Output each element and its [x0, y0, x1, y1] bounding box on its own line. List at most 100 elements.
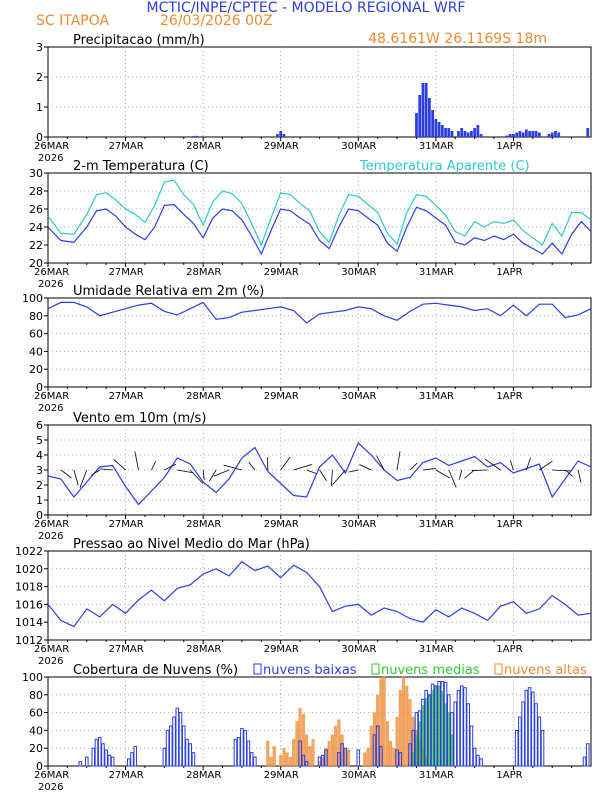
cloud-bar-nuvens-baixas	[372, 734, 377, 767]
precip-bar	[547, 134, 551, 137]
x-tick-label: 29MAR	[264, 391, 299, 402]
cloud-bar-nuvens-altas	[330, 734, 334, 767]
cloud-bar-nuvens-baixas	[537, 716, 542, 767]
precip-bar	[418, 95, 422, 137]
wind-arrow	[223, 464, 243, 471]
x-tick-label: 30MAR	[341, 770, 376, 781]
x-year-label: 2026	[38, 531, 63, 542]
precip-bar	[524, 129, 528, 137]
y-tick-label: 0	[36, 760, 43, 773]
cloud-bar-nuvens-baixas	[188, 743, 193, 767]
cloud-bar-nuvens-baixas	[236, 737, 241, 767]
x-year-label: 2026	[38, 403, 63, 414]
header-station: SC ITAPOA	[36, 13, 109, 29]
cloud-bar-nuvens-baixas	[169, 725, 173, 767]
legend-swatch-1	[371, 663, 380, 675]
cloud-bar-nuvens-baixas	[172, 716, 176, 767]
wind-arrow	[458, 469, 463, 480]
cloud-bar-nuvens-altas	[308, 746, 312, 767]
x-tick-label: 30MAR	[341, 519, 376, 530]
y-tick-label: 3	[36, 464, 43, 477]
y-tick-label: 1016	[15, 598, 43, 611]
legend-label-1: nuvens medias	[381, 663, 480, 678]
wind-arrow	[202, 469, 205, 480]
x-tick-label: 27MAR	[109, 770, 144, 781]
cloud-bar-nuvens-baixas	[320, 754, 325, 767]
cloud-bar-nuvens-baixas	[476, 754, 480, 767]
cloud-bar-nuvens-baixas	[240, 728, 244, 767]
y-tick-label: 5	[36, 434, 43, 447]
cloud-bar-nuvens-altas	[311, 739, 315, 767]
y-tick-label: 26	[29, 203, 43, 216]
cloud-bar-nuvens-baixas	[246, 740, 251, 767]
y-tick-label: 20	[29, 257, 43, 270]
plot-frame	[47, 676, 592, 767]
y-tick-label: 80	[29, 689, 43, 702]
precip-bar	[528, 131, 531, 137]
cloud-bar-nuvens-baixas	[414, 712, 419, 767]
y-tick-label: 0	[36, 509, 43, 522]
y-tick-label: 22	[29, 239, 43, 252]
wind-arrow	[306, 469, 317, 474]
precip-bar	[463, 131, 467, 137]
y-tick-label: 6	[36, 419, 43, 432]
x-tick-label: 30MAR	[341, 391, 376, 402]
x-tick-label: 29MAR	[264, 519, 299, 530]
y-tick-label: 60	[29, 707, 43, 720]
cloud-bar-nuvens-altas	[382, 676, 386, 767]
cloud-bar-nuvens-baixas	[249, 752, 254, 767]
legend-label-2: nuvens altas	[504, 663, 587, 678]
y-tick-label: 100	[22, 671, 43, 684]
cloud-bar-nuvens-baixas	[446, 694, 451, 767]
precip-bar	[450, 131, 454, 137]
wind-arrow	[471, 469, 488, 471]
cloud-bar-nuvens-baixas	[459, 685, 464, 767]
cloud-bar-nuvens-altas	[279, 755, 283, 767]
cloud-bar-nuvens-baixas	[91, 747, 96, 767]
wind-arrow	[552, 469, 572, 472]
y-tick-label: 20	[29, 363, 43, 376]
x-tick-label: 26MAR	[34, 770, 69, 781]
y-tick-label: 24	[29, 221, 43, 234]
cloud-bar-nuvens-baixas	[430, 683, 435, 767]
cloud-bar-nuvens-baixas	[165, 729, 170, 767]
plot-frame	[47, 46, 592, 138]
wind-arrow	[151, 460, 157, 471]
precip-bar	[512, 134, 515, 137]
legend-swatch-2	[494, 663, 503, 675]
cloud-bar-nuvens-baixas	[233, 738, 238, 767]
wind-arrow	[91, 469, 100, 476]
header-coords: 48.6161W 26.1169S 18m	[368, 31, 547, 47]
y-tick-label: 80	[29, 310, 43, 323]
series-line-wind-0	[47, 441, 592, 506]
cloud-bar-nuvens-baixas	[324, 749, 328, 767]
cloud-bar-nuvens-baixas	[514, 729, 519, 767]
cloud-bar-nuvens-baixas	[427, 694, 432, 767]
x-tick-label: 26MAR	[34, 644, 69, 655]
wind-arrow	[189, 469, 204, 485]
x-tick-label: 26MAR	[34, 141, 69, 152]
x-tick-label: 31MAR	[419, 644, 454, 655]
cloud-bar-nuvens-baixas	[110, 756, 115, 767]
y-tick-label: 0	[36, 381, 43, 394]
x-tick-label: 26MAR	[34, 391, 69, 402]
cloud-bar-nuvens-baixas	[101, 743, 105, 767]
cloud-bar-nuvens-baixas	[133, 745, 138, 767]
precip-bar	[518, 131, 522, 137]
cloud-bar-nuvens-baixas	[243, 729, 247, 767]
precip-bar	[434, 119, 438, 137]
wind-arrow	[525, 457, 531, 471]
precip-bar	[476, 125, 480, 137]
cloud-bar-nuvens-baixas	[408, 743, 412, 767]
cloud-bar-nuvens-baixas	[343, 747, 348, 767]
x-tick-label: 27MAR	[109, 644, 144, 655]
cloud-bar-nuvens-baixas	[466, 703, 470, 767]
cloud-bar-nuvens-baixas	[585, 743, 590, 767]
y-tick-label: 4	[36, 449, 43, 462]
y-tick-label: 1012	[15, 634, 43, 647]
wind-arrow	[464, 469, 475, 479]
x-tick-label: 28MAR	[186, 141, 221, 152]
cloud-bar-nuvens-altas	[327, 740, 331, 767]
cloud-bar-nuvens-baixas	[434, 685, 438, 767]
cloud-bar-nuvens-baixas	[582, 756, 587, 767]
